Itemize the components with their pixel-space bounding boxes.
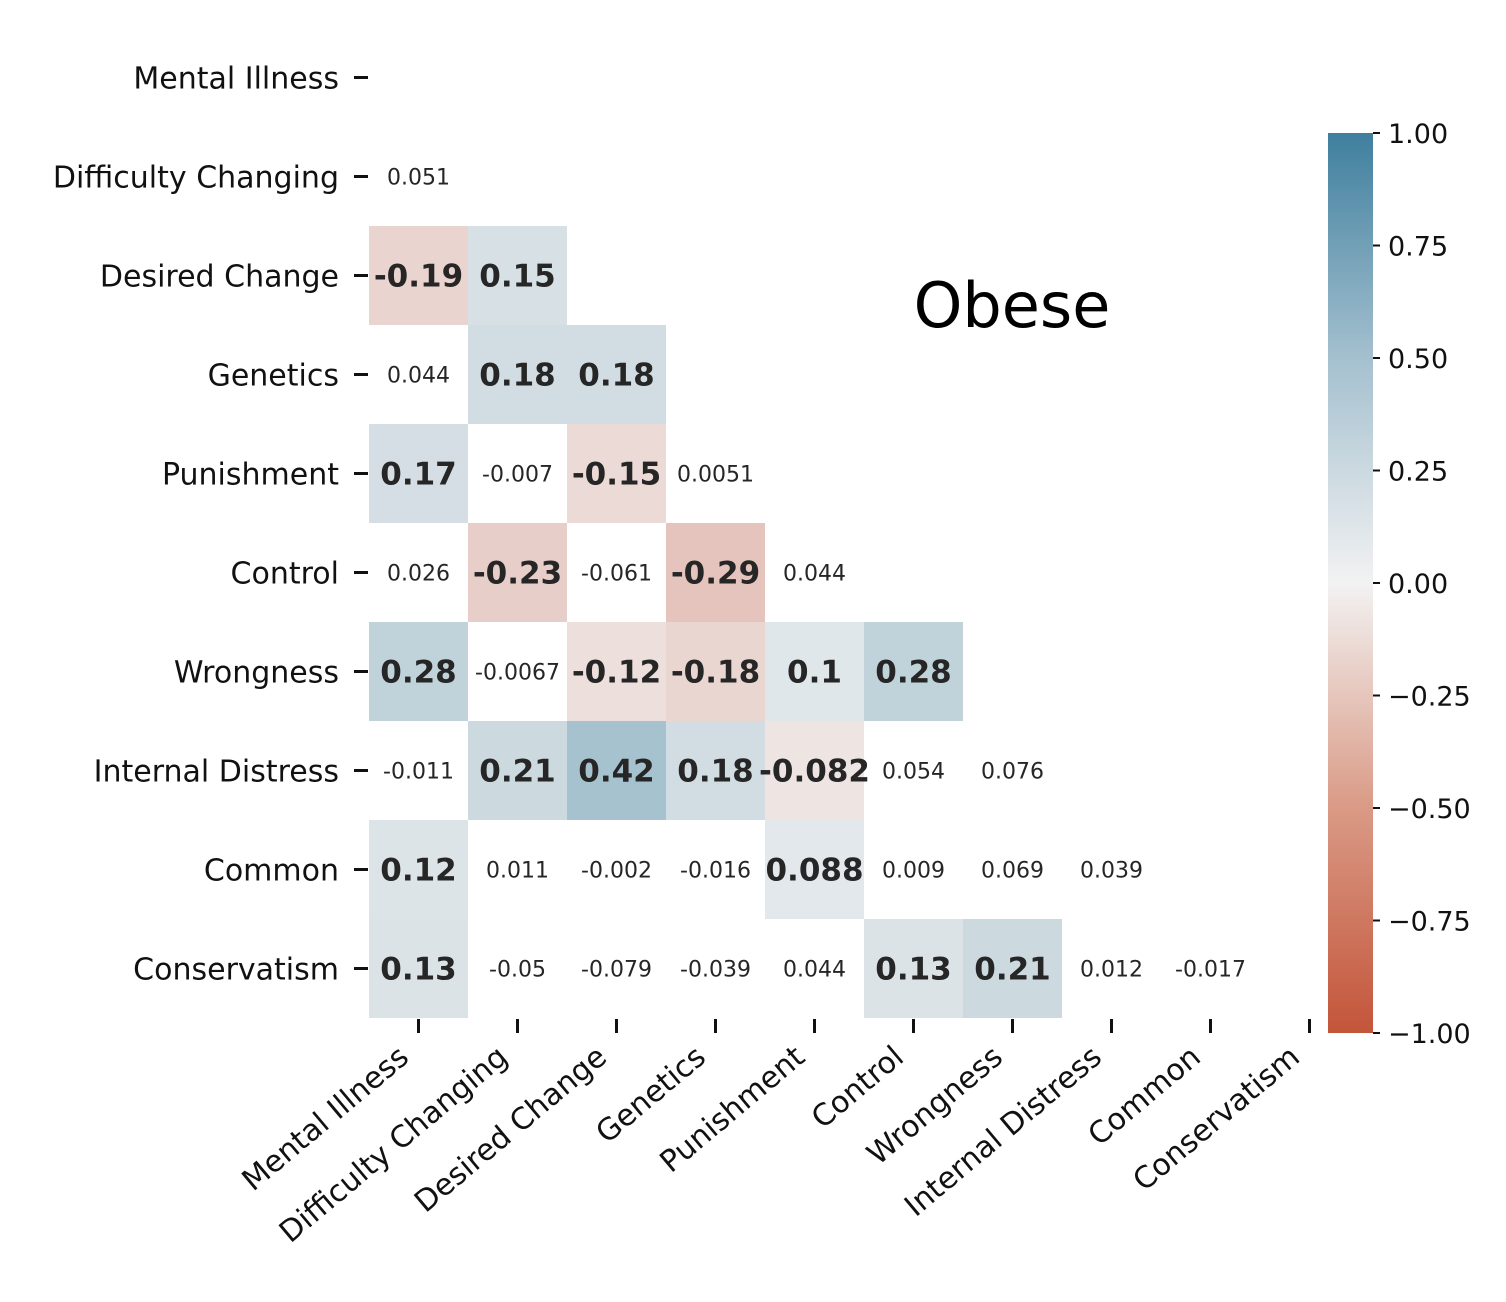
cell-annotation: 0.18	[578, 358, 655, 394]
cell-annotation: -0.002	[581, 859, 652, 884]
cell-annotation: 0.012	[1080, 958, 1143, 983]
heatmap-cell	[468, 226, 567, 325]
cell-annotation: 0.009	[882, 859, 945, 884]
y-tick-label: Genetics	[208, 359, 339, 394]
heatmap-cell	[765, 622, 864, 721]
cell-annotation: -0.017	[1175, 958, 1246, 983]
cell-annotation: 0.044	[783, 562, 846, 587]
colorbar-tick-label: 0.25	[1388, 457, 1448, 488]
cell-annotation: 0.0051	[677, 463, 754, 488]
colorbar-tick-label: 0.50	[1388, 344, 1448, 375]
cell-annotation: 0.15	[479, 259, 556, 295]
cell-annotation: -0.0067	[475, 661, 560, 686]
heatmap-cell	[666, 622, 765, 721]
cell-annotation: 0.011	[486, 859, 549, 884]
cell-annotation: -0.016	[680, 859, 751, 884]
colorbar-tick-label: −1.00	[1388, 1019, 1471, 1050]
heatmap-cell	[864, 622, 963, 721]
cell-annotation: 0.069	[981, 859, 1044, 884]
cell-annotation: 0.13	[380, 952, 457, 988]
heatmap-cell	[468, 523, 567, 622]
cell-annotation: -0.29	[671, 556, 760, 592]
cell-annotation: 0.039	[1080, 859, 1143, 884]
cell-annotation: 0.13	[875, 952, 952, 988]
cell-annotation: -0.061	[581, 562, 652, 587]
cell-annotation: -0.12	[572, 655, 661, 691]
colorbar-tick-label: −0.50	[1388, 794, 1471, 825]
y-tick-label: Punishment	[162, 458, 339, 493]
cell-annotation: 0.026	[387, 562, 450, 587]
heatmap-cell	[666, 721, 765, 820]
cell-annotation: -0.011	[383, 760, 454, 785]
cell-annotation: 0.21	[479, 754, 556, 790]
cell-annotation: 0.088	[765, 853, 863, 889]
cell-annotation: 0.054	[882, 760, 945, 785]
colorbar-tick-label: 0.00	[1388, 569, 1448, 600]
colorbar-gradient	[1328, 133, 1373, 1033]
colorbar-tick-label: −0.75	[1388, 907, 1471, 938]
y-tick-label: Mental Illness	[133, 62, 339, 97]
y-tick-label: Common	[204, 854, 339, 889]
colorbar: 1.00 0.75 0.50 0.25 0.00 −0.25 −0.50 −0.75 −1.00	[1328, 119, 1471, 1050]
cell-annotation: 0.12	[380, 853, 457, 889]
heatmap-cell	[468, 325, 567, 424]
x-tick-label: Conservatism	[1126, 1039, 1306, 1198]
heatmap-cell	[963, 919, 1062, 1018]
cell-annotation: -0.23	[473, 556, 562, 592]
cell-annotation: -0.079	[581, 958, 652, 983]
cell-annotation: -0.039	[680, 958, 751, 983]
heatmap-cell	[369, 919, 468, 1018]
cell-annotation: 0.17	[380, 457, 457, 493]
heatmap-cell	[369, 226, 468, 325]
y-tick-label: Difficulty Changing	[53, 161, 339, 196]
y-tick-label: Conservatism	[133, 953, 339, 988]
heatmap-cell	[765, 820, 864, 919]
cell-annotation: 0.1	[787, 655, 842, 691]
heatmap-cells	[369, 226, 1062, 1018]
cell-annotation: 0.28	[380, 655, 457, 691]
cell-annotation: -0.082	[759, 754, 870, 790]
cell-annotation: 0.044	[783, 958, 846, 983]
cell-annotation: -0.15	[572, 457, 661, 493]
cell-annotation: 0.18	[677, 754, 754, 790]
cell-annotation: -0.05	[489, 958, 546, 983]
y-tick-label: Wrongness	[174, 656, 339, 691]
heatmap-cell	[567, 424, 666, 523]
cell-annotation: 0.21	[974, 952, 1051, 988]
cell-annotation: 0.076	[981, 760, 1044, 785]
colorbar-tick-label: 1.00	[1388, 119, 1448, 150]
heatmap-cell	[765, 721, 864, 820]
heatmap-cell	[567, 721, 666, 820]
y-tick-label: Desired Change	[100, 260, 339, 295]
x-tick-label: Mental Illness	[236, 1039, 416, 1198]
heatmap-cell	[666, 523, 765, 622]
cell-annotation: 0.18	[479, 358, 556, 394]
heatmap-cell	[864, 919, 963, 1018]
y-tick-label: Internal Distress	[94, 755, 339, 790]
cell-annotation: -0.007	[482, 463, 553, 488]
colorbar-tick-label: 0.75	[1388, 232, 1448, 263]
cell-annotation: 0.42	[578, 754, 655, 790]
heatmap-cell	[369, 424, 468, 523]
cell-annotation: -0.19	[374, 259, 463, 295]
cell-annotation: 0.044	[387, 364, 450, 389]
cell-annotation: 0.051	[387, 166, 450, 191]
y-axis: Mental Illness Difficulty Changing Desired…	[53, 62, 368, 988]
cell-annotation: -0.18	[671, 655, 760, 691]
chart-title: Obese	[914, 269, 1111, 342]
y-tick-label: Control	[231, 557, 339, 592]
heatmap-annotations: 0.051 -0.19 0.15 0.044 0.18 0.18 0.17 -0.007 -0.…	[374, 166, 1246, 988]
cell-annotation: 0.28	[875, 655, 952, 691]
heatmap-cell	[468, 721, 567, 820]
heatmap-cell	[567, 325, 666, 424]
colorbar-tick-label: −0.25	[1388, 682, 1471, 713]
heatmap-cell	[369, 622, 468, 721]
heatmap-cell	[369, 820, 468, 919]
heatmap-cell	[567, 622, 666, 721]
